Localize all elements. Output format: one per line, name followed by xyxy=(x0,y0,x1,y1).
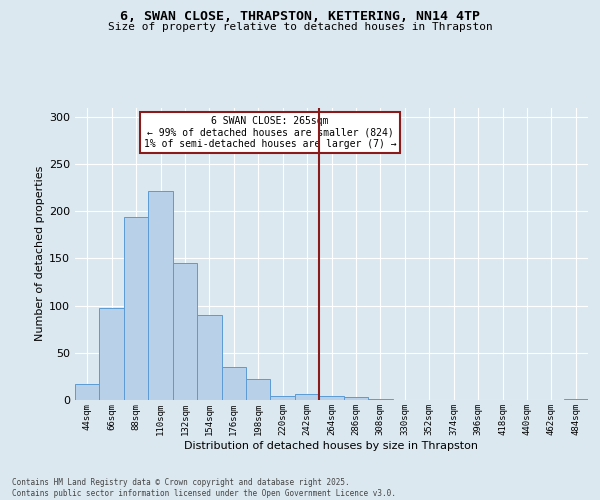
Bar xyxy=(221,367,246,400)
Text: Size of property relative to detached houses in Thrapston: Size of property relative to detached ho… xyxy=(107,22,493,32)
Text: 6 SWAN CLOSE: 265sqm
← 99% of detached houses are smaller (824)
1% of semi-detac: 6 SWAN CLOSE: 265sqm ← 99% of detached h… xyxy=(143,116,396,150)
Bar xyxy=(368,399,392,400)
Bar xyxy=(319,396,344,400)
Bar xyxy=(124,217,148,400)
Bar xyxy=(295,394,319,400)
Bar xyxy=(271,396,295,400)
Bar xyxy=(563,399,588,400)
Bar xyxy=(148,190,173,400)
Y-axis label: Number of detached properties: Number of detached properties xyxy=(35,166,45,342)
Bar xyxy=(100,308,124,400)
Bar xyxy=(246,379,271,400)
X-axis label: Distribution of detached houses by size in Thrapston: Distribution of detached houses by size … xyxy=(185,440,479,450)
Bar xyxy=(75,384,100,400)
Bar xyxy=(344,397,368,400)
Bar xyxy=(197,315,221,400)
Bar xyxy=(173,263,197,400)
Text: 6, SWAN CLOSE, THRAPSTON, KETTERING, NN14 4TP: 6, SWAN CLOSE, THRAPSTON, KETTERING, NN1… xyxy=(120,10,480,23)
Text: Contains HM Land Registry data © Crown copyright and database right 2025.
Contai: Contains HM Land Registry data © Crown c… xyxy=(12,478,396,498)
